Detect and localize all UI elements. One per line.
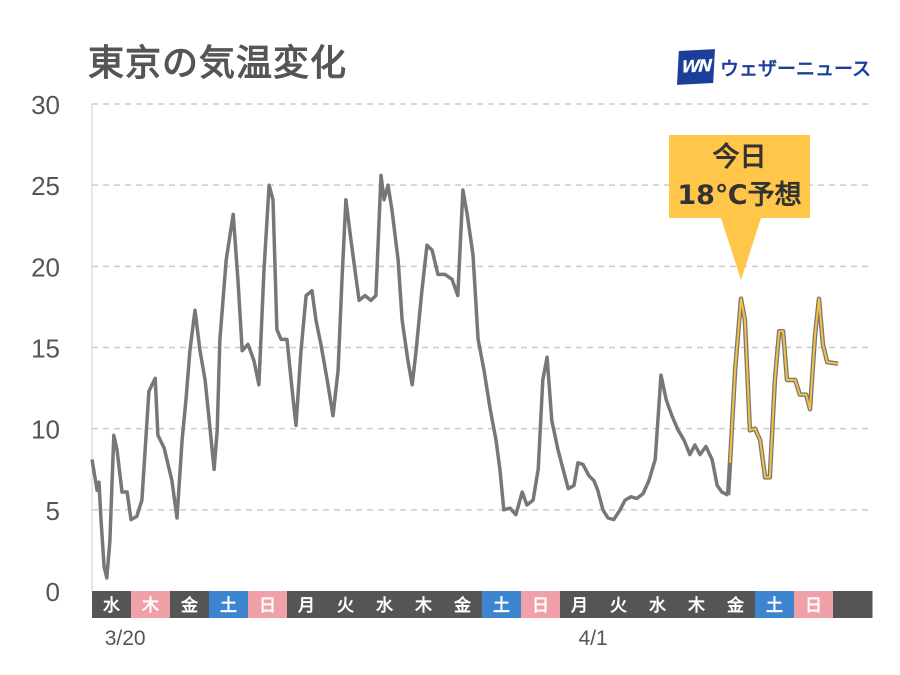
day-cell (131, 591, 171, 618)
day-label: 木 (687, 595, 706, 616)
day-cell (560, 591, 600, 618)
day-cell (209, 591, 249, 618)
logo-text: ウェザーニュース (720, 57, 872, 80)
day-label: 月 (570, 596, 588, 616)
y-tick-label: 20 (31, 252, 60, 282)
y-tick-label: 10 (31, 415, 60, 445)
day-label: 日 (532, 596, 549, 616)
callout-today: 今日 (712, 142, 767, 173)
day-label: 日 (805, 596, 822, 616)
day-cell (599, 591, 639, 618)
day-label: 木 (141, 595, 160, 616)
weathernews-logo: WN ウェザーニュース (677, 49, 872, 85)
day-label: 金 (180, 595, 199, 616)
date-label: 4/1 (579, 627, 608, 650)
day-cell (248, 591, 288, 618)
callout-forecast: 18℃予想 (677, 180, 802, 211)
day-cell (755, 591, 795, 618)
day-cell (365, 591, 405, 618)
day-label: 金 (453, 595, 472, 616)
day-label: 水 (649, 595, 667, 616)
day-label: 水 (103, 595, 121, 616)
day-cell (794, 591, 834, 618)
day-cell (716, 591, 756, 618)
day-cell (638, 591, 678, 618)
day-label: 火 (337, 596, 355, 616)
day-cell (326, 591, 366, 618)
day-cell (677, 591, 717, 618)
y-tick-label: 5 (46, 496, 60, 526)
day-cell (92, 591, 132, 618)
day-label: 土 (220, 595, 237, 616)
day-label: 木 (414, 595, 433, 616)
day-label: 土 (766, 595, 783, 616)
chart-title: 東京の気温変化 (88, 43, 348, 84)
forecast-line (729, 297, 839, 479)
y-tick-label: 15 (31, 334, 60, 364)
today-forecast-callout: 今日 18℃予想 (669, 135, 810, 280)
day-label: 金 (726, 595, 745, 616)
day-cell (443, 591, 483, 618)
day-cell (170, 591, 210, 618)
day-cell (482, 591, 522, 618)
date-label: 3/20 (105, 627, 146, 650)
day-label: 日 (259, 596, 276, 616)
day-cell (287, 591, 327, 618)
day-cell (404, 591, 444, 618)
day-cell (833, 591, 873, 618)
y-tick-label: 25 (31, 171, 60, 201)
y-tick-label: 30 (31, 90, 60, 120)
day-label: 月 (297, 596, 315, 616)
y-tick-label: 0 (46, 577, 60, 607)
observed-line (90, 173, 729, 580)
day-label: 水 (376, 595, 394, 616)
day-label: 火 (610, 596, 628, 616)
day-cell (521, 591, 561, 618)
day-label: 土 (493, 595, 510, 616)
